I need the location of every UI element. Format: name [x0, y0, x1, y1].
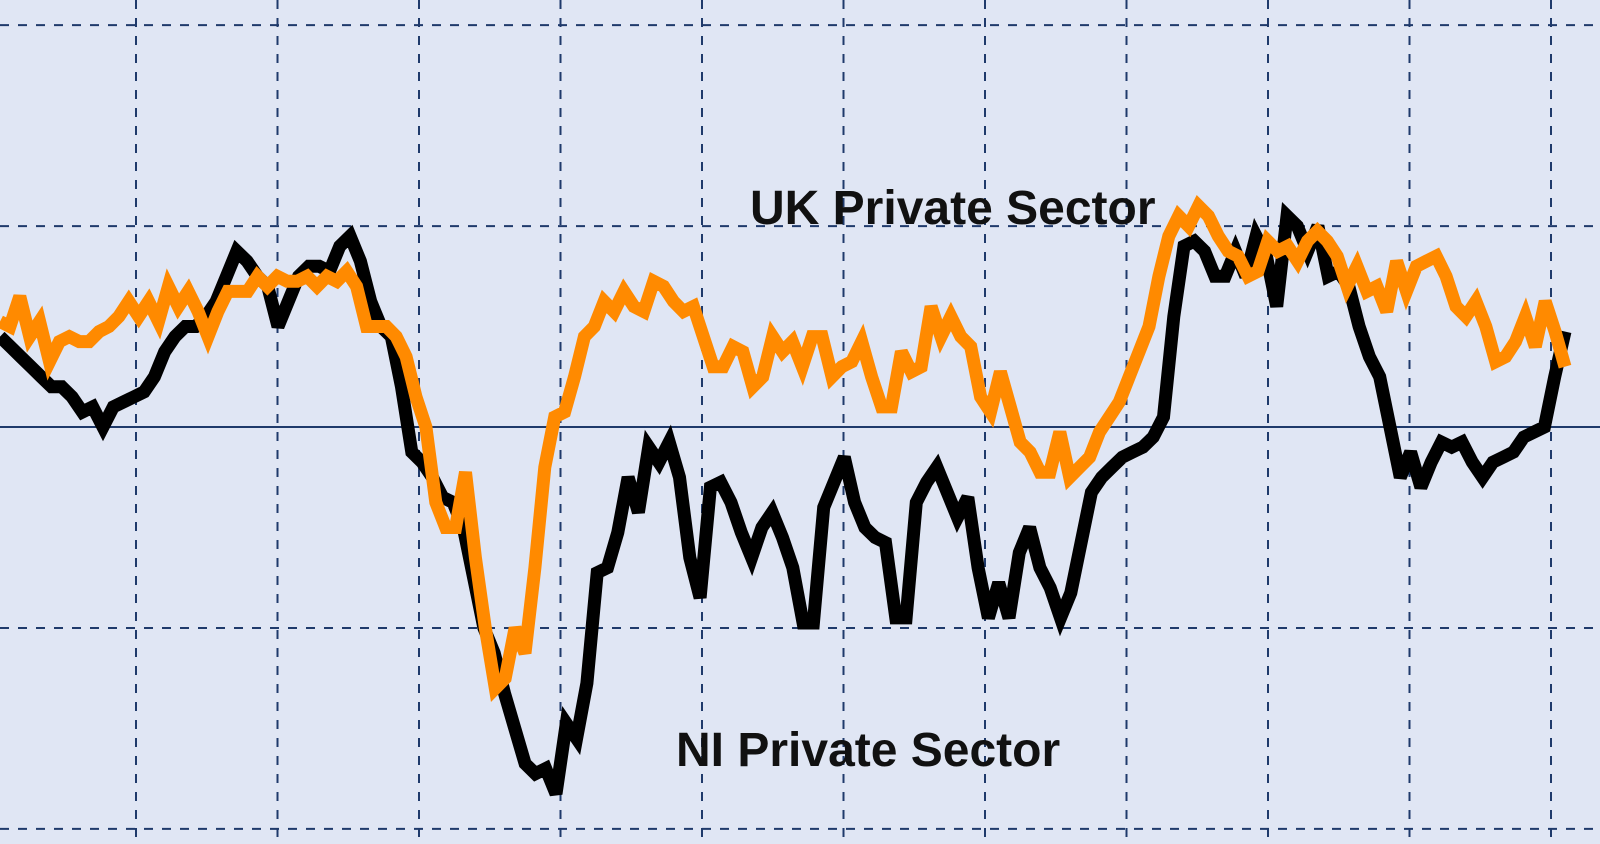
- series-annotations: UK Private Sector NI Private Sector: [676, 182, 1156, 777]
- annotation-uk-private-sector: UK Private Sector: [750, 182, 1156, 235]
- series-line-uk-private-sector: [0, 194, 1572, 702]
- annotation-ni-private-sector: NI Private Sector: [676, 724, 1060, 777]
- series-lines: [0, 194, 1572, 797]
